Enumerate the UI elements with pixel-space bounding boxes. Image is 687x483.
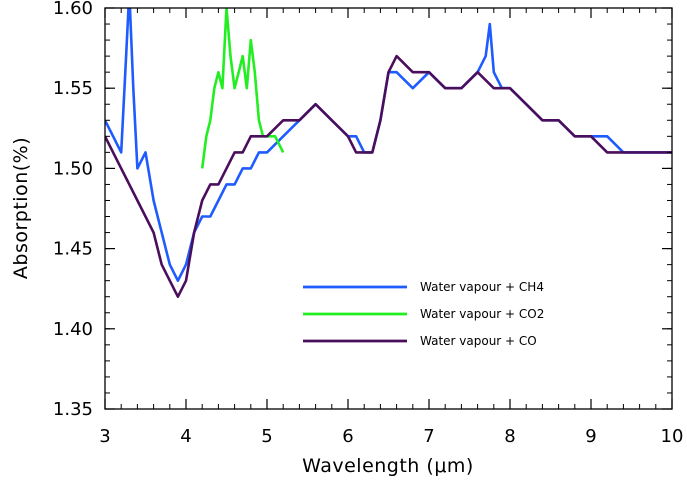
x-tick-label: 8 (504, 426, 515, 447)
x-tick-label: 5 (261, 426, 272, 447)
y-tick-label: 1.45 (53, 239, 93, 260)
legend-label: Water vapour + CO (420, 334, 537, 348)
x-axis-label-close: ) (466, 455, 474, 477)
x-tick-label: 10 (661, 426, 684, 447)
x-tick-label: 6 (342, 426, 353, 447)
y-tick-label: 1.55 (53, 78, 93, 99)
legend-label: Water vapour + CH4 (420, 280, 544, 294)
series-line-3 (105, 54, 672, 299)
legend-label: Water vapour + CO2 (420, 307, 544, 321)
x-axis-label-main: Wavelength ( (302, 455, 434, 477)
x-tick-label: 7 (423, 426, 434, 447)
y-tick-label: 1.35 (53, 399, 93, 420)
x-tick-label: 3 (99, 426, 110, 447)
series-layer (105, 8, 672, 299)
legend: Water vapour + CH4 Water vapour + CO2 Wate… (303, 280, 544, 348)
x-axis-label-unit: μm (434, 455, 466, 477)
ticks-layer: 3 4 5 6 7 8 9 10 1.35 1.40 1.45 1.50 1.55 1.60 (53, 0, 684, 447)
series-line-1 (105, 8, 672, 283)
x-axis-label: Wavelength (μm) (302, 455, 474, 477)
x-tick-label: 4 (180, 426, 191, 447)
x-tick-label: 9 (585, 426, 596, 447)
y-tick-label: 1.40 (53, 319, 93, 340)
plot-frame (104, 7, 673, 410)
series-line-2 (200, 8, 285, 169)
y-axis-label: Absorption(%) (10, 137, 32, 279)
y-tick-label: 1.50 (53, 158, 93, 179)
y-tick-label: 1.60 (53, 0, 93, 19)
